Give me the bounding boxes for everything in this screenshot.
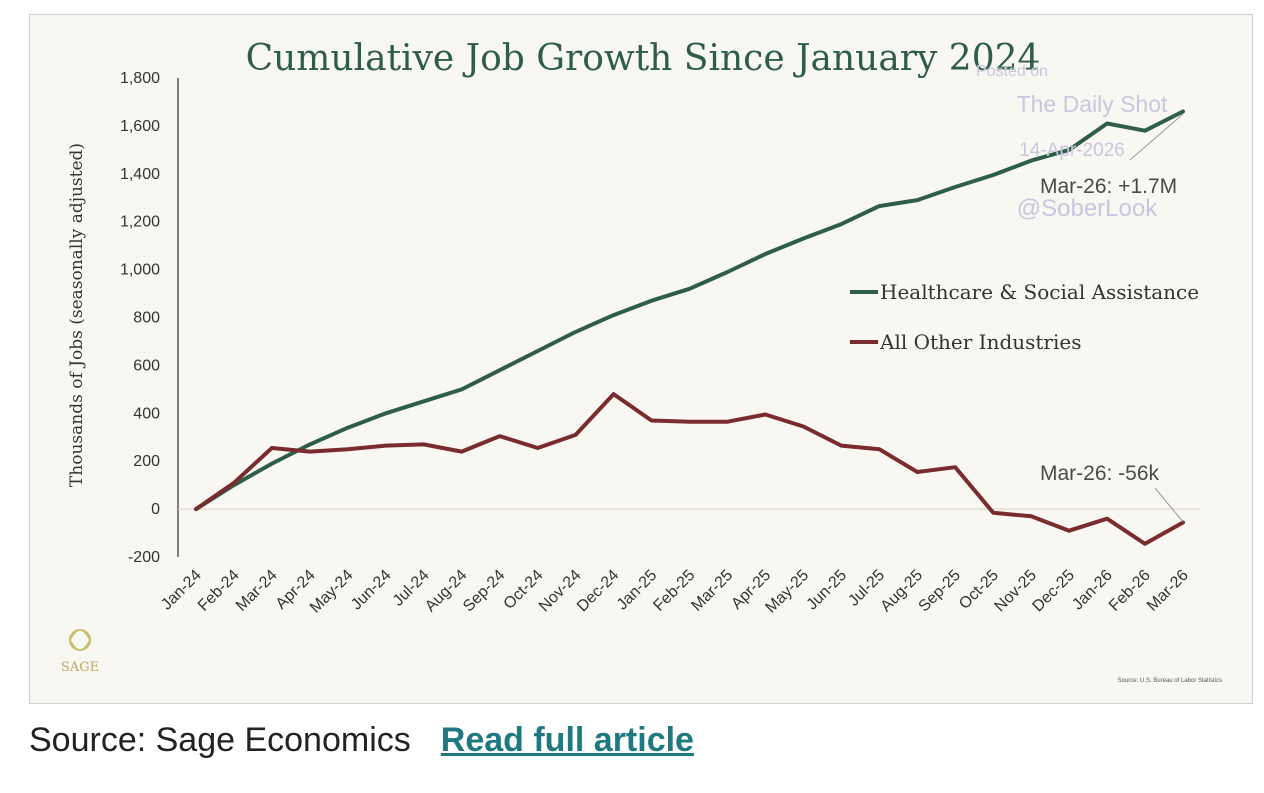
y-axis-label: Thousands of Jobs (seasonally adjusted): [67, 143, 87, 487]
x-tick-label: Mar-25: [688, 567, 736, 615]
y-tick-label: 1,000: [120, 262, 160, 279]
y-tick-label: 1,600: [120, 118, 160, 135]
chart-title: Cumulative Job Growth Since January 2024: [246, 38, 1041, 79]
watermark-posted-on: Posted on: [976, 63, 1048, 80]
x-tick-label: Mar-26: [1144, 567, 1192, 615]
sage-logo: SAGE: [61, 629, 99, 675]
source-credit: Source: Sage Economics: [29, 720, 411, 759]
watermark-date: 14-Apr-2026: [1019, 140, 1125, 161]
series-lines: [194, 109, 1185, 546]
y-tick-label: 1,400: [120, 166, 160, 183]
x-tick-label: Mar-24: [233, 567, 281, 615]
legend: Healthcare & Social Assistance All Other…: [850, 280, 1199, 354]
legend-label-healthcare: Healthcare & Social Assistance: [880, 280, 1199, 304]
series-line-other-industries: [194, 392, 1185, 546]
x-tick-label: Nov-25: [991, 567, 1040, 616]
sage-logo-mark: [69, 629, 91, 651]
y-tick-label: 600: [133, 357, 160, 374]
read-full-article-link[interactable]: Read full article: [440, 720, 694, 759]
footer: Source: Sage Economics Read full article: [29, 718, 694, 762]
annotation-leader-other: [1154, 487, 1184, 523]
x-tick-label: Dec-25: [1029, 567, 1078, 616]
annotation-healthcare: Mar-26: +1.7M: [1040, 175, 1177, 198]
x-tick-label: Feb-26: [1106, 567, 1154, 615]
x-tick-label: Feb-25: [650, 567, 698, 615]
x-axis-ticks: Jan-24Feb-24Mar-24Apr-24May-24Jun-24Jul-…: [158, 567, 1192, 617]
chart-canvas: Cumulative Job Growth Since January 2024…: [61, 38, 1222, 684]
y-tick-label: 800: [133, 310, 160, 327]
x-tick-label: Jun-25: [804, 567, 851, 614]
sage-logo-leaf-icon: [69, 629, 91, 651]
watermark-daily-shot: The Daily Shot: [1017, 91, 1168, 117]
y-tick-label: 1,200: [120, 214, 160, 231]
chart-figure: [29, 14, 1253, 704]
x-tick-label: Aug-24: [422, 567, 471, 616]
x-tick-label: Sep-24: [460, 567, 509, 616]
legend-label-other: All Other Industries: [879, 330, 1081, 354]
x-tick-label: Nov-24: [536, 567, 585, 616]
x-tick-label: Sep-25: [916, 567, 965, 616]
y-tick-label: 200: [133, 453, 160, 470]
y-tick-label: 400: [133, 405, 160, 422]
sage-logo-text: SAGE: [61, 660, 99, 675]
x-tick-label: Jun-24: [348, 567, 395, 614]
annotation-leader-healthcare: [1129, 113, 1184, 161]
x-tick-label: Feb-24: [195, 567, 243, 615]
watermark: Posted on The Daily Shot 14-Apr-2026 @So…: [976, 63, 1168, 222]
x-tick-label: Dec-24: [574, 567, 623, 616]
x-tick-label: May-24: [307, 567, 357, 617]
y-tick-label: 1,800: [120, 70, 160, 87]
y-tick-label: -200: [128, 549, 160, 566]
chart-source-note: Source: U.S. Bureau of Labor Statistics: [1118, 678, 1222, 684]
watermark-handle: @SoberLook: [1017, 195, 1158, 222]
x-tick-label: May-25: [762, 567, 812, 617]
y-tick-label: 0: [151, 501, 160, 518]
y-axis-ticks: 1,800 1,600 1,400 1,200 1,000 800 600 400 200 0 -2…: [120, 70, 160, 566]
annotation-other: Mar-26: -56k: [1040, 462, 1160, 485]
